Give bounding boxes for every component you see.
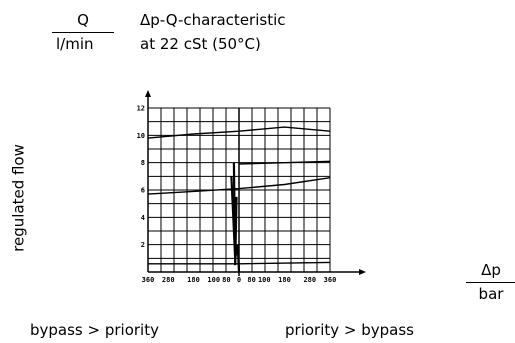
y-tick-label: 4 bbox=[141, 214, 145, 222]
y-tick-label: 8 bbox=[141, 159, 145, 167]
chart-title-line2: at 22 cSt (50°C) bbox=[140, 35, 261, 53]
x-tick-label: 280 bbox=[303, 276, 316, 284]
x-tick-label: 280 bbox=[162, 276, 175, 284]
y-axis-arrow bbox=[145, 90, 151, 97]
x-unit-top: Δp bbox=[481, 261, 501, 279]
bypass-to-priority-label: bypass > priority bbox=[30, 321, 159, 339]
x-tick-label: 100 bbox=[258, 276, 271, 284]
x-tick-label: 0 bbox=[237, 276, 241, 284]
y-tick-label: 10 bbox=[137, 132, 145, 140]
chart-series bbox=[147, 126, 331, 273]
x-tick-label: 180 bbox=[187, 276, 200, 284]
x-tick-label: 360 bbox=[324, 276, 337, 284]
series-line bbox=[232, 162, 238, 266]
q-fraction-bar bbox=[52, 32, 114, 33]
x-axis-arrow bbox=[359, 269, 366, 275]
series-line bbox=[238, 160, 331, 165]
q-symbol: Q bbox=[77, 11, 89, 29]
series-line bbox=[147, 126, 331, 139]
x-tick-label: 80 bbox=[222, 276, 230, 284]
x-tick-label: 180 bbox=[278, 276, 291, 284]
x-tick-label: 360 bbox=[142, 276, 155, 284]
y-tick-label: 12 bbox=[137, 105, 145, 113]
x-tick-label: 100 bbox=[207, 276, 220, 284]
x-unit-bottom: bar bbox=[478, 285, 504, 303]
priority-to-bypass-label: priority > bypass bbox=[285, 321, 414, 339]
x-tick-label: 80 bbox=[247, 276, 255, 284]
x-unit-fraction-bar bbox=[466, 282, 515, 283]
y-tick-label: 2 bbox=[141, 241, 145, 249]
chart-axes bbox=[145, 90, 366, 276]
y-tick-label: 6 bbox=[141, 187, 145, 195]
q-unit: l/min bbox=[56, 35, 94, 53]
chart-title-line1: Δp-Q-characteristic bbox=[140, 11, 286, 29]
series-line bbox=[147, 177, 331, 195]
